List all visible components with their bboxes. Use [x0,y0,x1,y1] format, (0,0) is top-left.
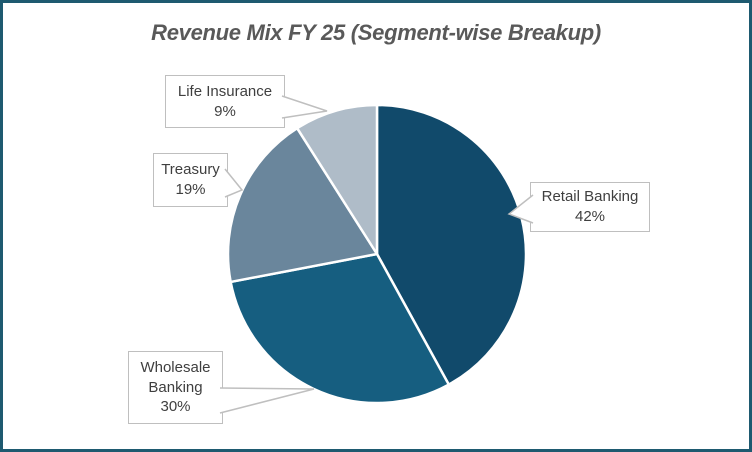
callout-value: 30% [160,398,191,416]
callout-retail-banking: Retail Banking 42% [530,182,650,232]
callout-label: Treasury [161,161,220,179]
callout-label: Life Insurance [177,82,273,100]
callout-treasury: Treasury 19% [153,153,228,207]
chart-title: Revenue Mix FY 25 (Segment-wise Breakup) [151,20,601,45]
callout-label: Retail Banking [541,188,639,206]
callout-label: Wholesale Banking [140,358,211,396]
callout-value: 19% [175,181,206,198]
callout-value: 42% [574,208,606,225]
callout-wholesale-banking: Wholesale Banking 30% [128,351,223,424]
callout-life-insurance: Life Insurance 9% [165,75,285,128]
pie-slice-life-insurance [295,103,379,256]
callout-value: 9% [214,102,236,120]
